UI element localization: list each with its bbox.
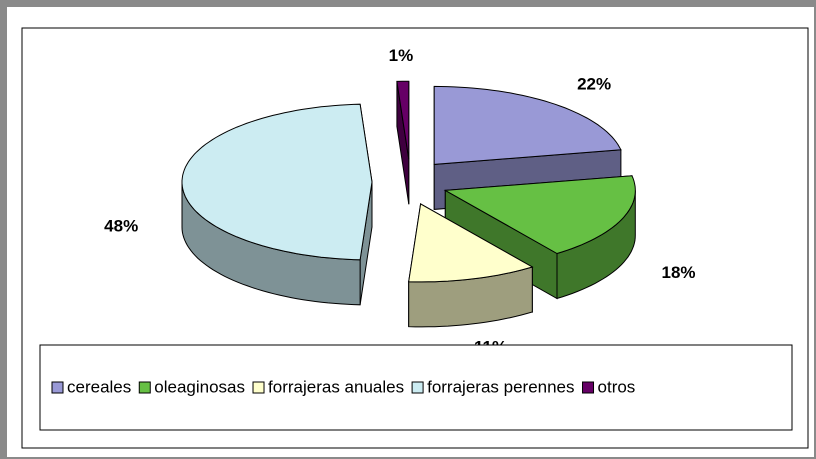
legend: cereales oleaginosas forrajeras anuales for…	[51, 377, 636, 396]
legend-label: oleaginosas	[154, 377, 245, 396]
frame-top	[0, 0, 816, 7]
legend-label: forrajeras perennes	[427, 377, 574, 396]
legend-label: forrajeras anuales	[268, 377, 404, 396]
legend-label: otros	[598, 377, 636, 396]
slice-3d	[443, 175, 636, 300]
slice	[181, 103, 373, 261]
slice-3d	[408, 203, 534, 328]
legend-swatch	[138, 381, 151, 394]
data-label: 48%	[104, 216, 138, 235]
slice-3d	[396, 80, 410, 205]
slice	[408, 203, 534, 283]
legend-swatch	[411, 381, 424, 394]
slice	[443, 175, 636, 255]
slice	[396, 80, 410, 160]
slice	[433, 85, 622, 165]
legend-swatch	[252, 381, 265, 394]
legend-swatch	[582, 381, 595, 394]
legend-swatch	[51, 381, 64, 394]
pie: 22%18%11%48%1%	[104, 46, 695, 356]
frame-left	[0, 0, 7, 459]
data-label: 1%	[389, 46, 414, 65]
legend-label: cereales	[67, 377, 131, 396]
data-label: 18%	[662, 263, 696, 282]
slice-3d	[181, 103, 373, 306]
data-label: 22%	[577, 75, 611, 94]
